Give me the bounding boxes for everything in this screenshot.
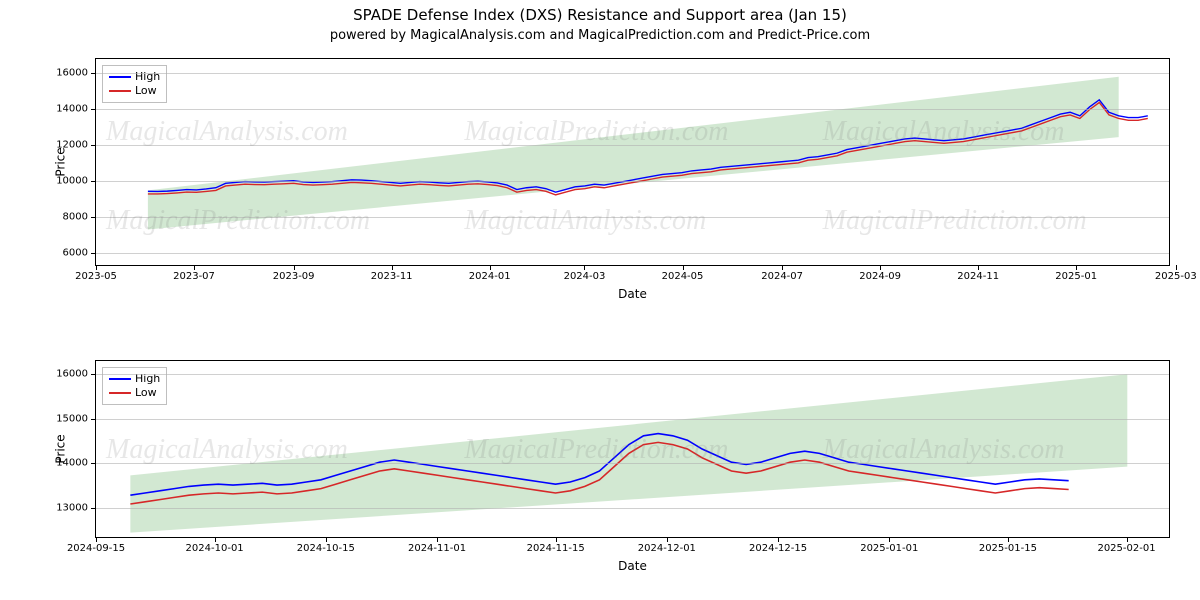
tick-mark (683, 265, 684, 270)
tick-mark (91, 73, 96, 74)
gridline (96, 109, 1169, 110)
tick-mark (889, 537, 890, 542)
panel-top-svg (96, 59, 1169, 265)
tick-mark (91, 217, 96, 218)
x-tick-label: 2024-11-01 (408, 543, 466, 554)
gridline (96, 253, 1169, 254)
x-tick-label: 2023-09 (273, 271, 315, 282)
gridline (96, 145, 1169, 146)
chart-subtitle: powered by MagicalAnalysis.com and Magic… (0, 28, 1200, 43)
x-tick-label: 2023-07 (173, 271, 215, 282)
tick-mark (91, 181, 96, 182)
legend-item-high: High (109, 70, 160, 84)
gridline (96, 374, 1169, 375)
legend-label-low: Low (135, 386, 157, 400)
x-tick-label: 2024-10-01 (186, 543, 244, 554)
legend-bottom: High Low (102, 367, 167, 405)
tick-mark (1008, 537, 1009, 542)
y-tick-label: 16000 (56, 369, 88, 380)
tick-mark (194, 265, 195, 270)
x-tick-label: 2024-03 (564, 271, 606, 282)
legend-item-low: Low (109, 84, 160, 98)
y-tick-label: 14000 (56, 104, 88, 115)
tick-mark (91, 463, 96, 464)
x-tick-label: 2025-03 (1155, 271, 1197, 282)
panel-bottom-xlabel: Date (96, 559, 1169, 573)
x-tick-label: 2024-12-01 (638, 543, 696, 554)
x-tick-label: 2024-01 (469, 271, 511, 282)
tick-mark (1176, 265, 1177, 270)
gridline (96, 217, 1169, 218)
legend-label-low: Low (135, 84, 157, 98)
tick-mark (978, 265, 979, 270)
tick-mark (556, 537, 557, 542)
tick-mark (490, 265, 491, 270)
y-tick-label: 8000 (63, 211, 88, 222)
x-tick-label: 2024-10-15 (297, 543, 355, 554)
tick-mark (584, 265, 585, 270)
gridline (96, 73, 1169, 74)
resistance-support-band (148, 77, 1119, 230)
y-tick-label: 14000 (56, 458, 88, 469)
x-tick-label: 2024-11 (957, 271, 999, 282)
legend-label-high: High (135, 70, 160, 84)
gridline (96, 419, 1169, 420)
x-tick-label: 2025-01-15 (979, 543, 1037, 554)
tick-mark (91, 508, 96, 509)
legend-swatch-high (109, 378, 131, 380)
y-tick-label: 6000 (63, 247, 88, 258)
gridline (96, 181, 1169, 182)
x-tick-label: 2024-09-15 (67, 543, 125, 554)
tick-mark (96, 265, 97, 270)
x-tick-label: 2023-11 (371, 271, 413, 282)
panel-top-xlabel: Date (96, 287, 1169, 301)
tick-mark (294, 265, 295, 270)
panel-bottom-svg (96, 361, 1169, 537)
x-tick-label: 2025-01-01 (860, 543, 918, 554)
tick-mark (91, 374, 96, 375)
tick-mark (782, 265, 783, 270)
panel-top: Price Date High Low 60008000100001200014… (95, 58, 1170, 266)
y-tick-label: 16000 (56, 68, 88, 79)
x-tick-label: 2024-05 (662, 271, 704, 282)
tick-mark (96, 537, 97, 542)
x-tick-label: 2024-07 (761, 271, 803, 282)
legend-swatch-low (109, 392, 131, 394)
x-tick-label: 2024-12-15 (749, 543, 807, 554)
x-tick-label: 2023-05 (75, 271, 117, 282)
x-tick-label: 2024-09 (859, 271, 901, 282)
gridline (96, 508, 1169, 509)
tick-mark (880, 265, 881, 270)
tick-mark (91, 145, 96, 146)
tick-mark (667, 537, 668, 542)
gridline (96, 463, 1169, 464)
y-tick-label: 13000 (56, 502, 88, 513)
tick-mark (91, 253, 96, 254)
tick-mark (1076, 265, 1077, 270)
figure: SPADE Defense Index (DXS) Resistance and… (0, 0, 1200, 600)
tick-mark (91, 109, 96, 110)
tick-mark (326, 537, 327, 542)
legend-swatch-low (109, 90, 131, 92)
tick-mark (215, 537, 216, 542)
legend-item-low: Low (109, 386, 160, 400)
y-tick-label: 12000 (56, 140, 88, 151)
tick-mark (392, 265, 393, 270)
panel-top-ylabel: Price (54, 147, 68, 176)
panel-bottom: Price Date High Low 13000140001500016000… (95, 360, 1170, 538)
x-tick-label: 2024-11-15 (527, 543, 585, 554)
y-tick-label: 10000 (56, 175, 88, 186)
tick-mark (778, 537, 779, 542)
x-tick-label: 2025-01 (1055, 271, 1097, 282)
chart-suptitle: SPADE Defense Index (DXS) Resistance and… (0, 6, 1200, 24)
tick-mark (437, 537, 438, 542)
tick-mark (1127, 537, 1128, 542)
x-tick-label: 2025-02-01 (1097, 543, 1155, 554)
y-tick-label: 15000 (56, 413, 88, 424)
legend-top: High Low (102, 65, 167, 103)
legend-swatch-high (109, 76, 131, 78)
tick-mark (91, 419, 96, 420)
